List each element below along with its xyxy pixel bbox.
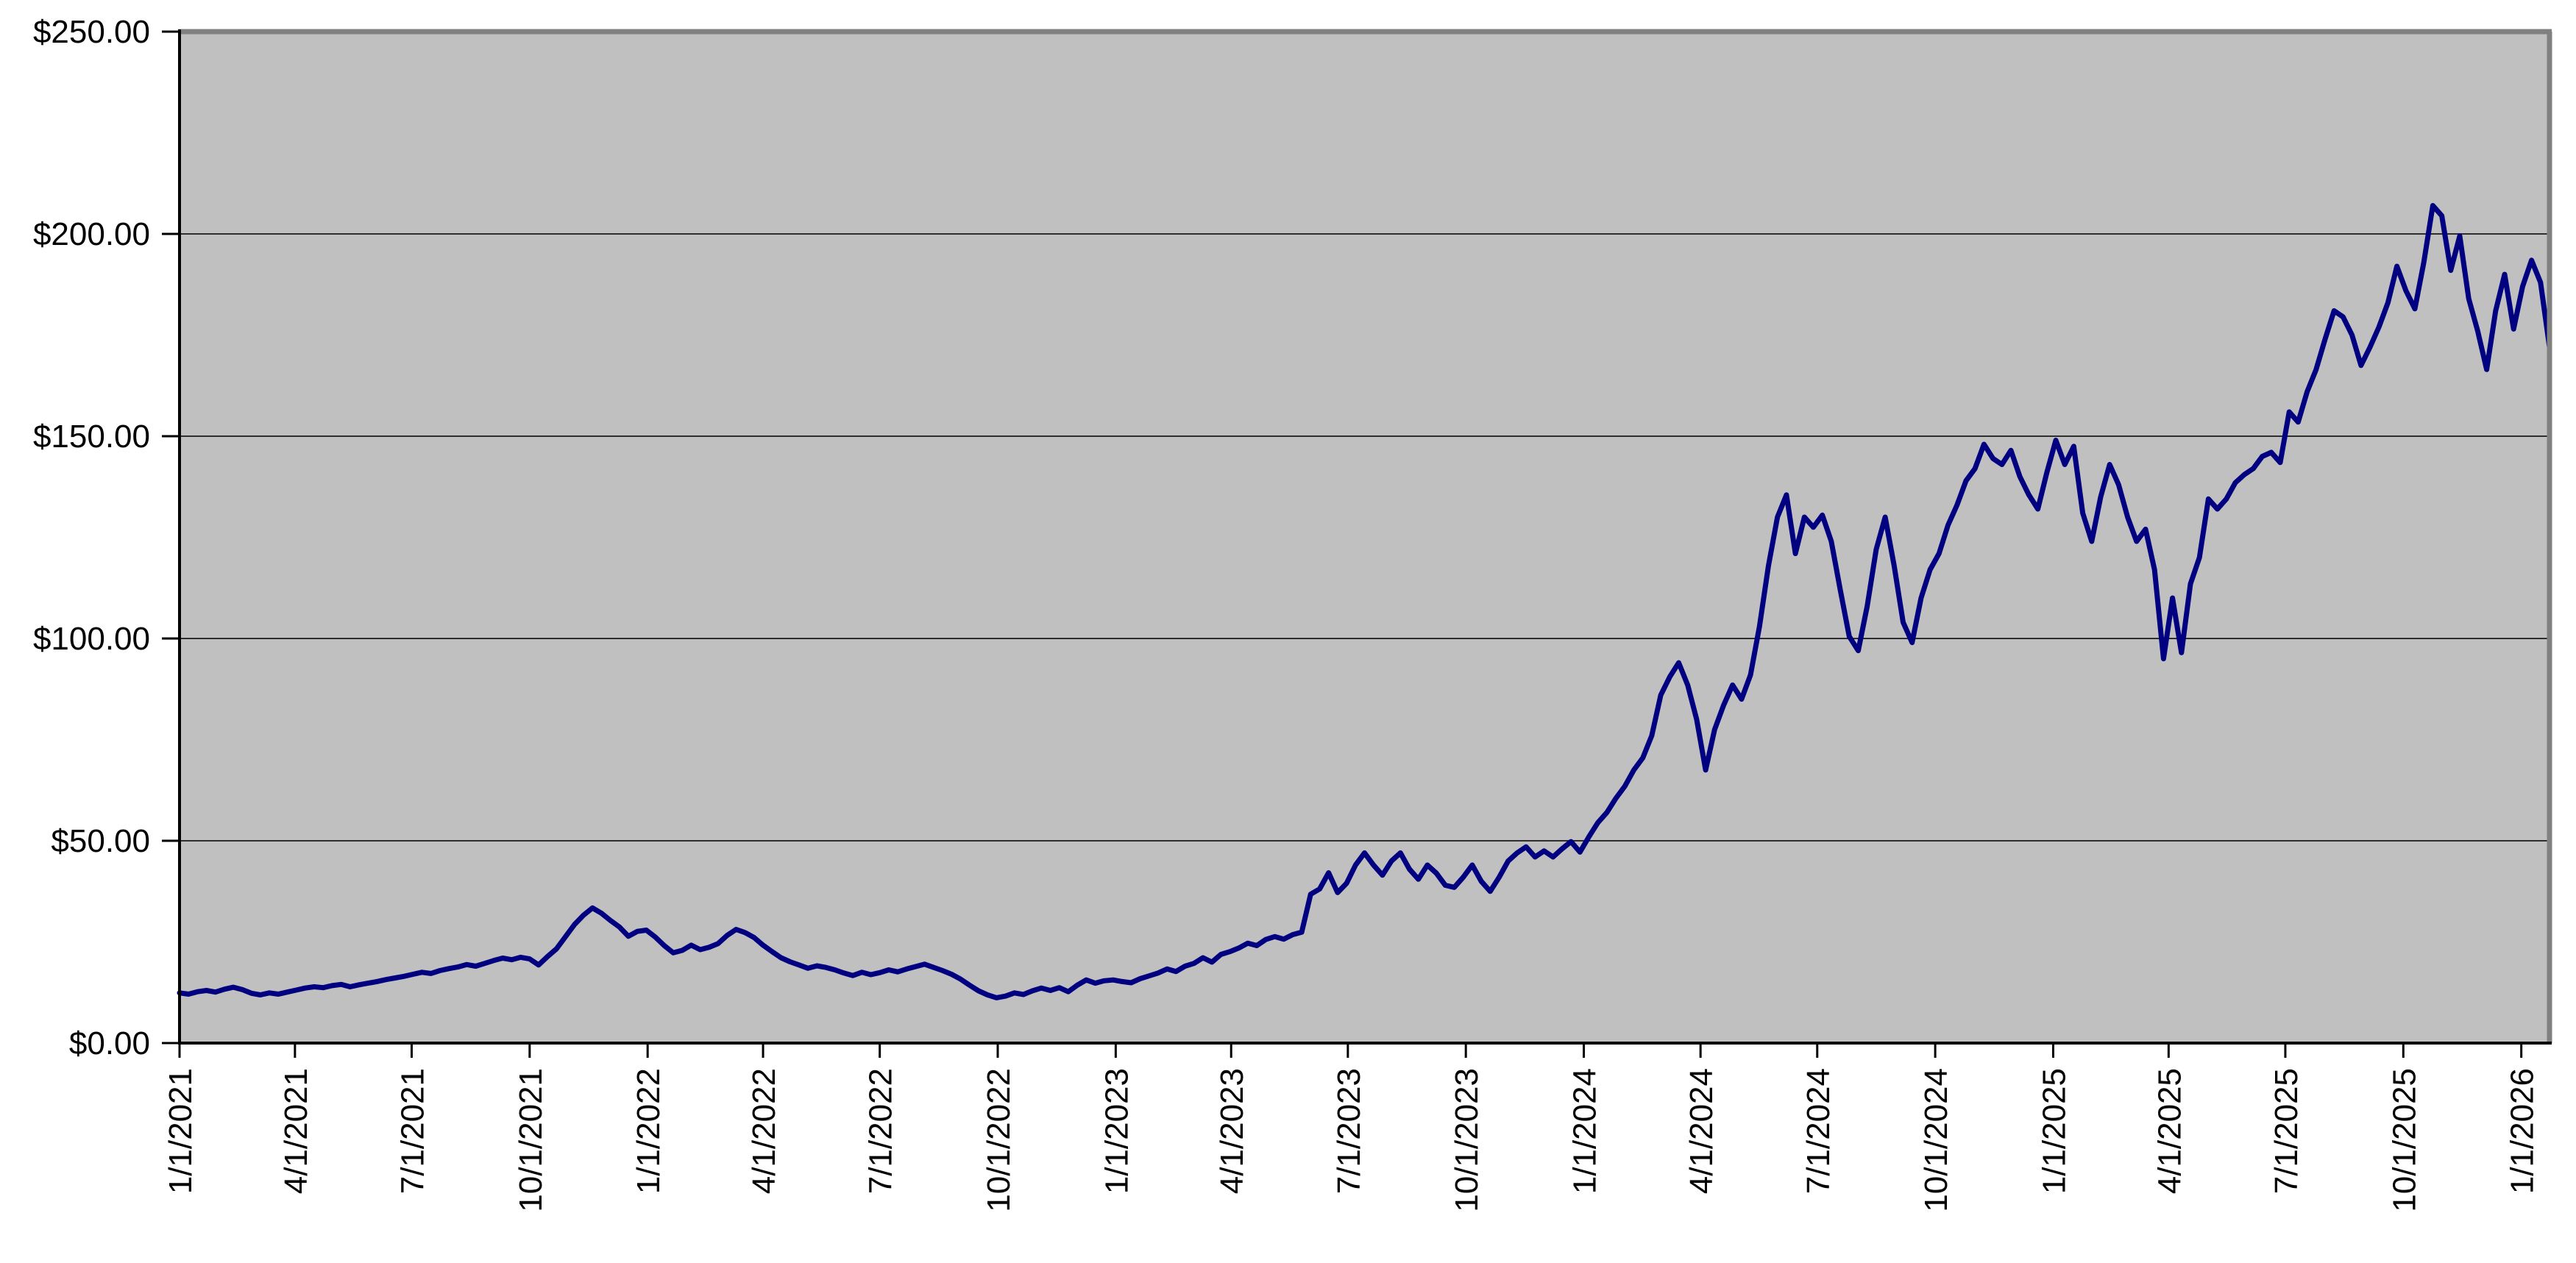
- x-axis-label: 1/1/2021: [163, 1068, 199, 1194]
- y-axis-label: $250.00: [33, 14, 150, 50]
- x-axis: 1/1/2021 4/1/2021 7/1/2021 10/1/2021 1/1/202…: [163, 1043, 2541, 1212]
- x-axis-label: 4/1/2024: [1683, 1068, 1720, 1194]
- x-axis-label: 7/1/2022: [863, 1068, 899, 1194]
- plot-borders: [178, 29, 2552, 1045]
- plot: [177, 29, 2552, 1045]
- x-axis-label: 7/1/2025: [2268, 1068, 2304, 1194]
- x-axis-label: 10/1/2023: [1449, 1068, 1485, 1212]
- x-axis-label: 7/1/2023: [1331, 1068, 1367, 1194]
- plot-area: [180, 32, 2550, 1043]
- x-axis-label: 4/1/2021: [278, 1068, 314, 1194]
- gridlines: [180, 233, 2550, 842]
- x-axis-label: 10/1/2021: [513, 1068, 549, 1212]
- x-axis-label: 7/1/2021: [394, 1068, 430, 1194]
- x-axis-label: 10/1/2022: [981, 1068, 1017, 1212]
- price-line-path: [177, 203, 2552, 1000]
- x-axis-label: 4/1/2023: [1214, 1068, 1250, 1194]
- series-line: [177, 203, 2552, 1000]
- y-axis: $0.00 $50.00 $100.00 $150.00 $200.00 $250.00: [33, 14, 180, 1061]
- x-axis-label: 4/1/2022: [746, 1068, 782, 1194]
- y-axis-label: $200.00: [33, 216, 150, 252]
- x-axis-label: 10/1/2024: [1918, 1068, 1954, 1212]
- x-axis-label: 1/1/2023: [1099, 1068, 1135, 1194]
- x-axis-label: 1/1/2022: [631, 1068, 667, 1194]
- y-axis-label: $150.00: [33, 419, 150, 455]
- x-axis-label: 1/1/2026: [2505, 1068, 2541, 1194]
- y-axis-label: $50.00: [51, 823, 150, 859]
- x-axis-label: 1/1/2025: [2036, 1068, 2072, 1194]
- x-axis-label: 1/1/2024: [1567, 1068, 1603, 1194]
- y-axis-label: $100.00: [33, 621, 150, 657]
- x-axis-label: 7/1/2024: [1800, 1068, 1837, 1194]
- x-axis-label: 4/1/2025: [2151, 1068, 2188, 1194]
- y-axis-label: $0.00: [69, 1025, 150, 1061]
- x-axis-label: 10/1/2025: [2386, 1068, 2422, 1212]
